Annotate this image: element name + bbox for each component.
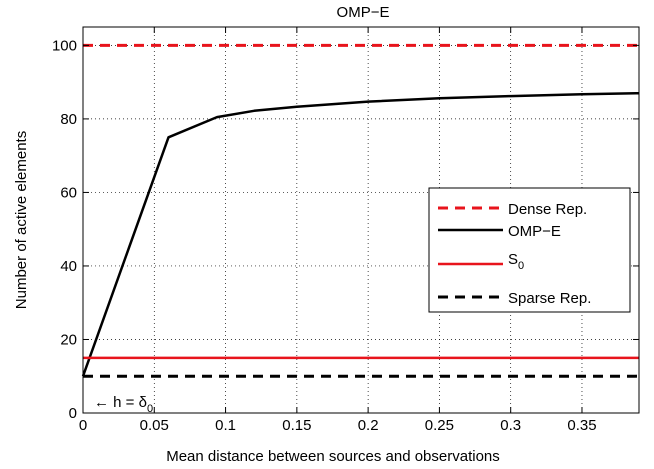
legend-label-s0: S0 bbox=[508, 251, 524, 272]
tick-labels: 0 0.05 0.1 0.15 0.2 0.25 0.3 0.35 0 20 40 60 80 100 bbox=[52, 37, 597, 434]
x-tick-label: 0.1 bbox=[215, 417, 236, 434]
x-axis-label: Mean distance between sources and observ… bbox=[166, 448, 500, 465]
plot-frame bbox=[82, 26, 640, 414]
annotation-subscript: 0 bbox=[147, 403, 153, 415]
x-tick-label: 0.3 bbox=[500, 417, 521, 434]
y-tick-label: 40 bbox=[60, 258, 77, 275]
y-tick-label: 60 bbox=[60, 184, 77, 201]
series-layer bbox=[81, 43, 640, 378]
ticks bbox=[82, 27, 639, 414]
annotation-text: ← h = δ bbox=[94, 394, 147, 411]
legend-label-s0-main: S bbox=[508, 251, 518, 268]
chart-title: OMP−E bbox=[337, 4, 390, 21]
y-tick-label: 100 bbox=[52, 37, 77, 54]
y-axis-label: Number of active elements bbox=[13, 131, 30, 309]
x-tick-label: 0.05 bbox=[140, 417, 169, 434]
legend-label-dense: Dense Rep. bbox=[508, 201, 587, 218]
x-tick-label: 0.35 bbox=[567, 417, 596, 434]
legend-label-s0-sub: 0 bbox=[518, 260, 524, 272]
svg-text:← h = δ0: ← h = δ0 bbox=[94, 394, 153, 415]
y-tick-label: 0 bbox=[69, 405, 77, 422]
y-tick-label: 20 bbox=[60, 331, 77, 348]
series-line-omp bbox=[81, 91, 640, 377]
annotation: ← h = δ0 bbox=[94, 394, 153, 415]
y-tick-label: 80 bbox=[60, 111, 77, 128]
legend: Dense Rep. OMP−E S0 Sparse Rep. bbox=[428, 187, 631, 313]
x-tick-label: 0 bbox=[79, 417, 87, 434]
legend-label-sparse: Sparse Rep. bbox=[508, 290, 591, 307]
x-tick-label: 0.2 bbox=[358, 417, 379, 434]
x-tick-label: 0.25 bbox=[425, 417, 454, 434]
legend-label-omp: OMP−E bbox=[508, 223, 561, 240]
x-tick-label: 0.15 bbox=[282, 417, 311, 434]
